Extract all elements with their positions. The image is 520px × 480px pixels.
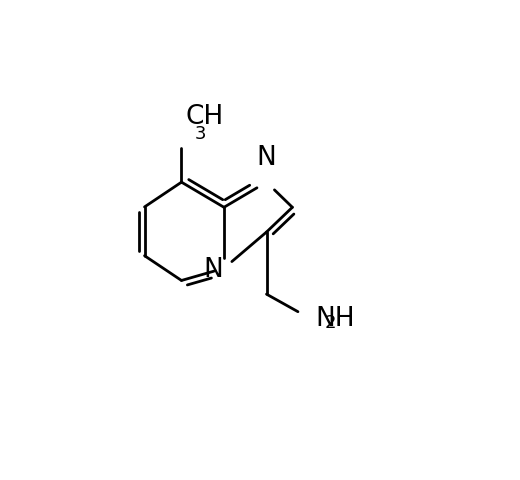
Text: N: N [203,257,223,283]
Text: CH: CH [185,104,224,130]
Text: NH: NH [315,306,355,332]
Text: 2: 2 [325,314,336,332]
Text: 3: 3 [195,125,206,144]
Text: N: N [257,145,276,171]
